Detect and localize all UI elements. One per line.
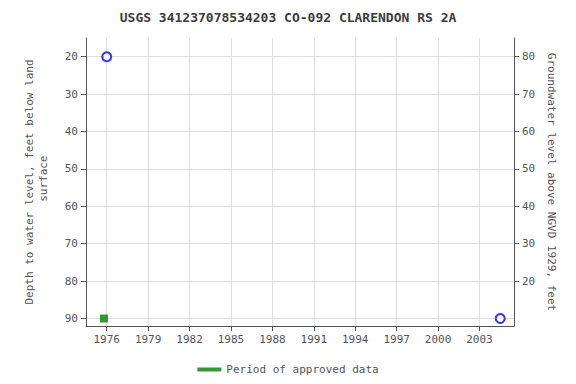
svg-text:1979: 1979 bbox=[135, 333, 162, 346]
svg-text:60: 60 bbox=[65, 200, 78, 213]
svg-text:50: 50 bbox=[522, 162, 535, 175]
svg-text:50: 50 bbox=[65, 162, 78, 175]
svg-text:80: 80 bbox=[522, 50, 535, 63]
svg-text:Depth to water level, feet bel: Depth to water level, feet below land bbox=[23, 59, 36, 304]
svg-text:1982: 1982 bbox=[176, 333, 203, 346]
svg-text:USGS 341237078534203 CO-092 CL: USGS 341237078534203 CO-092 CLARENDON RS… bbox=[120, 10, 457, 25]
svg-text:30: 30 bbox=[522, 237, 535, 250]
svg-text:Groundwater level above NGVD 1: Groundwater level above NGVD 1929, feet bbox=[545, 53, 558, 311]
svg-text:2003: 2003 bbox=[466, 333, 493, 346]
svg-text:surface: surface bbox=[37, 156, 50, 209]
svg-text:40: 40 bbox=[522, 200, 535, 213]
svg-text:1997: 1997 bbox=[383, 333, 410, 346]
svg-text:1988: 1988 bbox=[259, 333, 286, 346]
svg-text:70: 70 bbox=[65, 237, 78, 250]
svg-text:1985: 1985 bbox=[218, 333, 245, 346]
svg-text:20: 20 bbox=[65, 50, 78, 63]
svg-text:1976: 1976 bbox=[93, 333, 120, 346]
svg-text:80: 80 bbox=[65, 275, 78, 288]
svg-text:2000: 2000 bbox=[425, 333, 452, 346]
svg-text:Period of approved data: Period of approved data bbox=[226, 363, 378, 376]
svg-text:90: 90 bbox=[65, 312, 78, 325]
svg-text:20: 20 bbox=[522, 275, 535, 288]
svg-text:30: 30 bbox=[65, 88, 78, 101]
svg-text:70: 70 bbox=[522, 88, 535, 101]
svg-text:40: 40 bbox=[65, 125, 78, 138]
svg-text:1994: 1994 bbox=[342, 333, 369, 346]
svg-text:60: 60 bbox=[522, 125, 535, 138]
svg-text:1991: 1991 bbox=[301, 333, 328, 346]
